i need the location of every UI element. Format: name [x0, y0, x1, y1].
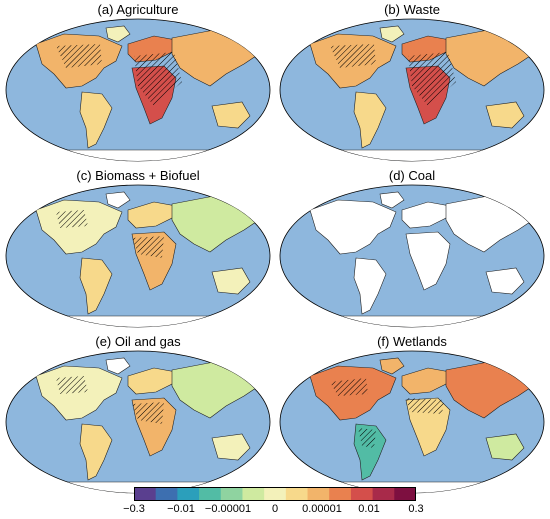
significance-hatch	[134, 52, 182, 106]
map-panel-c: (c) Biomass + Biofuel	[2, 168, 274, 330]
landmass-gr	[105, 357, 131, 375]
colorbar-segment	[329, 487, 352, 501]
panel-title: (e) Oil and gas	[95, 334, 181, 349]
landmass-au	[211, 101, 251, 129]
landmass-gr	[379, 191, 405, 209]
map-panel-f: (f) Wetlands	[276, 334, 548, 496]
landmass-au	[485, 433, 525, 461]
colorbar-tick-label: 0	[271, 503, 279, 515]
map-panel-d: (d) Coal	[276, 168, 548, 330]
colorbar-tick-label: 0.3	[408, 503, 424, 515]
landmass-eu	[401, 201, 451, 229]
world-map	[279, 350, 545, 494]
colorbar-segment	[155, 487, 178, 501]
significance-hatch	[406, 398, 444, 414]
significance-hatch	[408, 52, 456, 106]
landmass-na	[309, 199, 397, 255]
colorbar	[134, 487, 417, 501]
landmass-eu	[127, 367, 177, 395]
landmass-eu	[127, 201, 177, 229]
significance-hatch	[358, 428, 376, 448]
landmass-au	[211, 267, 251, 295]
landmass-gr	[379, 25, 405, 43]
world-map	[279, 18, 545, 162]
landmass-au	[485, 267, 525, 295]
world-map	[279, 184, 545, 328]
significance-hatch	[56, 210, 88, 228]
colorbar-segment	[307, 487, 330, 501]
map-panel-b: (b) Waste	[276, 2, 548, 164]
world-map	[5, 350, 271, 494]
map-panel-a: (a) Agriculture	[2, 2, 274, 164]
colorbar-segment	[350, 487, 374, 501]
colorbar-segment	[220, 487, 243, 501]
landmass-sa	[353, 257, 387, 315]
landmass-an	[39, 315, 237, 327]
colorbar-segment	[394, 487, 417, 501]
panel-title: (f) Wetlands	[377, 334, 447, 349]
landmass-an	[39, 149, 237, 161]
significance-hatch	[56, 376, 88, 394]
panel-title: (b) Waste	[384, 2, 440, 17]
landmass-sa	[79, 257, 113, 315]
colorbar-tick-label: 0.00001	[302, 503, 342, 515]
landmass-an	[313, 149, 511, 161]
world-map	[5, 184, 271, 328]
world-map	[5, 18, 271, 162]
landmass-sa	[353, 91, 387, 149]
colorbar-tick-label: 0.01	[358, 503, 380, 515]
significance-hatch	[330, 378, 368, 396]
landmass-au	[211, 433, 251, 461]
panel-title: (a) Agriculture	[97, 2, 179, 17]
panel-title: (d) Coal	[388, 168, 436, 183]
significance-hatch	[132, 236, 164, 258]
map-panel-e: (e) Oil and gas	[2, 334, 274, 496]
landmass-gr	[105, 191, 131, 209]
significance-hatch	[330, 44, 376, 68]
colorbar-segment	[199, 487, 222, 501]
colorbar-segment	[264, 487, 287, 501]
panel-title: (c) Biomass + Biofuel	[76, 168, 200, 183]
landmass-sa	[79, 423, 113, 481]
significance-hatch	[132, 402, 164, 424]
landmass-gr	[105, 25, 131, 43]
colorbar-segment	[372, 487, 395, 501]
colorbar-tick-label: −0.01	[167, 503, 195, 515]
landmass-eu	[401, 367, 451, 395]
colorbar-tick-label: −0.00001	[204, 503, 252, 515]
colorbar-segment	[177, 487, 200, 501]
significance-hatch	[56, 44, 102, 68]
colorbar-segment	[242, 487, 265, 501]
landmass-gr	[379, 357, 405, 375]
colorbar-tick-label: −0.3	[123, 503, 145, 515]
colorbar-segment	[285, 487, 309, 501]
landmass-an	[313, 315, 511, 327]
landmass-au	[485, 101, 525, 129]
landmass-sa	[79, 91, 113, 149]
landmass-af	[405, 231, 451, 291]
colorbar-segment	[134, 487, 157, 501]
